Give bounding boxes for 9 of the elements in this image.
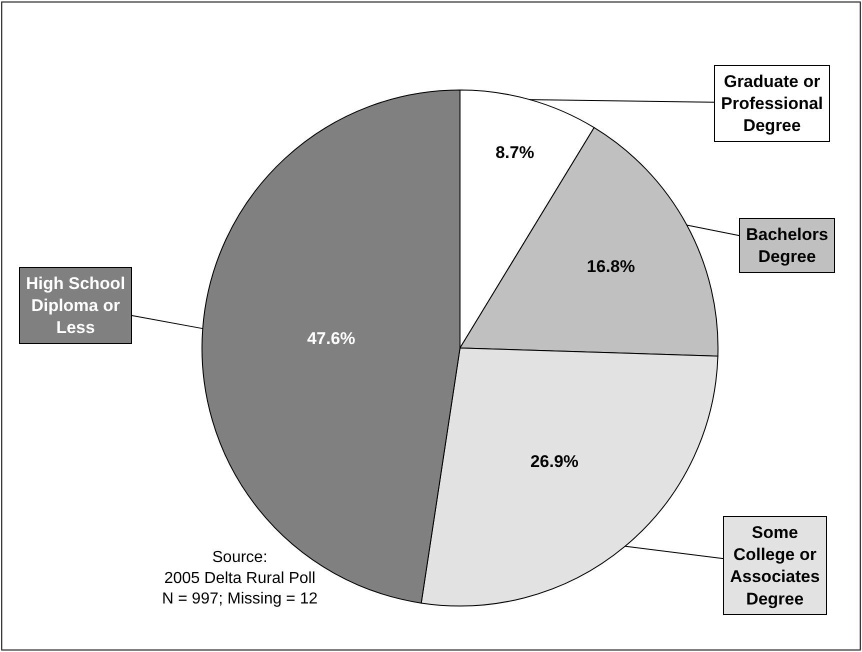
slice-label: High School Diploma or Less bbox=[26, 274, 126, 338]
source-note: Source: 2005 Delta Rural Poll N = 997; Missing = 12 bbox=[162, 549, 318, 608]
slice-label: Some College or Associates Degree bbox=[730, 523, 820, 608]
data-label: 47.6% bbox=[307, 328, 356, 348]
data-label: 16.8% bbox=[586, 256, 635, 276]
data-label: 26.9% bbox=[530, 452, 579, 471]
slice-label: Bachelors Degree bbox=[746, 225, 828, 266]
data-label: 8.7% bbox=[495, 142, 534, 162]
slice-label: Graduate or Professional Degree bbox=[721, 72, 824, 136]
